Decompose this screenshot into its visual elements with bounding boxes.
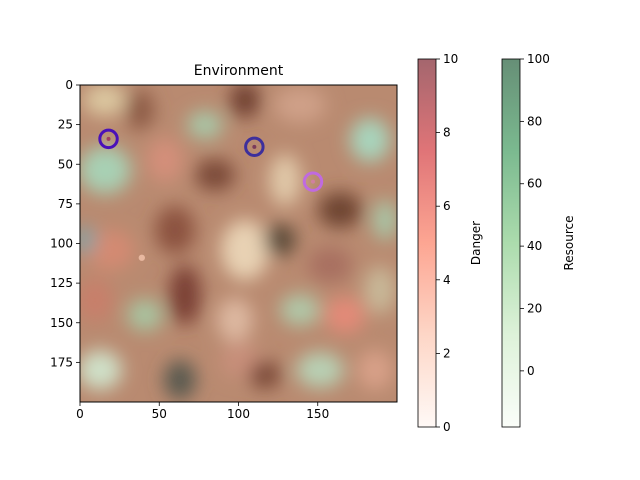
- colorbar-tick-label: 100: [527, 52, 550, 66]
- colorbar-tick-label: 0: [443, 420, 451, 434]
- colorbar-tick-label: 80: [527, 114, 542, 128]
- x-tick-label: 150: [306, 407, 329, 421]
- x-tick-label: 0: [76, 407, 84, 421]
- resource-colorbar-ticks: 0 20 40 60 80 100: [520, 52, 550, 378]
- resource-colorbar: 0 20 40 60 80 100 Resource: [501, 52, 576, 428]
- danger-colorbar-ticks: 0 2 4 6 8 10: [436, 52, 458, 434]
- markers: [98, 128, 324, 261]
- colorbar-tick-label: 6: [443, 199, 451, 213]
- heatmap-axes: Environment: [50, 63, 398, 421]
- resource-colorbar-gradient: [501, 58, 521, 428]
- y-tick-label: 75: [58, 197, 73, 211]
- agent-marker-ring: [302, 171, 324, 192]
- colorbar-tick-label: 40: [527, 239, 542, 253]
- danger-colorbar-gradient: [417, 58, 437, 428]
- agent-marker-center: [310, 179, 315, 184]
- y-tick-label: 125: [50, 276, 73, 290]
- colorbar-tick-label: 0: [527, 364, 535, 378]
- y-tick-label: 50: [58, 157, 73, 171]
- colorbar-tick-label: 60: [527, 177, 542, 191]
- y-tick-label: 175: [50, 355, 73, 369]
- colorbar-tick-label: 4: [443, 273, 451, 287]
- y-tick-label: 150: [50, 316, 73, 330]
- resource-point: [138, 254, 145, 261]
- agent-marker-center: [106, 136, 111, 141]
- y-tick-label: 0: [65, 78, 73, 92]
- x-tick-label: 50: [152, 407, 167, 421]
- colorbar-tick-label: 2: [443, 346, 451, 360]
- agent-marker-center: [252, 144, 257, 149]
- x-tick-label: 100: [227, 407, 250, 421]
- colorbar-tick-label: 10: [443, 52, 458, 66]
- agent-marker-ring: [244, 136, 265, 158]
- y-axis-ticks: 0 25 50 75 100 125 150 175: [50, 78, 80, 369]
- colorbar-tick-label: 20: [527, 301, 542, 315]
- chart-title: Environment: [194, 63, 284, 79]
- colorbar-tick-label: 8: [443, 126, 451, 140]
- y-tick-label: 100: [50, 237, 73, 251]
- heatmap-image: [80, 85, 397, 402]
- resource-colorbar-label: Resource: [562, 215, 576, 270]
- agent-marker-ring: [98, 128, 119, 150]
- danger-colorbar-label: Danger: [469, 221, 483, 265]
- y-tick-label: 25: [58, 118, 73, 132]
- danger-colorbar: 0 2 4 6 8 10 Danger: [417, 52, 483, 434]
- x-axis-ticks: 0 50 100 150: [76, 402, 329, 421]
